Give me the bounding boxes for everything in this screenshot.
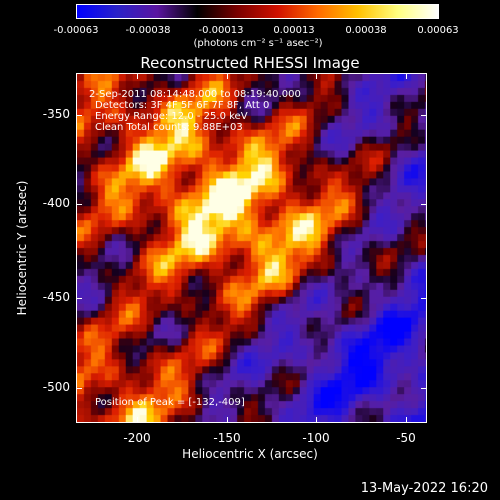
x-tick-mark xyxy=(227,417,228,423)
y-tick-mark xyxy=(421,115,427,116)
footer-date: 13-May-2022 16:20 xyxy=(360,481,488,496)
y-tick-mark xyxy=(76,204,82,205)
x-tick-mark xyxy=(406,417,407,423)
y-tick-mark xyxy=(76,115,82,116)
colorbar-tick: 0.00063 xyxy=(417,25,459,36)
image-plot-area: 2-Sep-2011 08:14:48.000 to 08:19:40.000 … xyxy=(76,73,427,423)
colorbar-tick: -0.00013 xyxy=(198,25,244,36)
x-tick-label: -200 xyxy=(123,431,151,445)
colorbar-tick: 0.00013 xyxy=(273,25,315,36)
energy-range-text: Energy Range: 12.0 - 25.0 keV xyxy=(95,111,248,122)
colorbar-gradient xyxy=(76,4,439,19)
y-tick-label: -500 xyxy=(42,380,70,394)
y-tick-label: -400 xyxy=(42,196,70,210)
rhessi-image xyxy=(77,74,426,422)
y-tick-mark xyxy=(76,298,82,299)
y-tick-mark xyxy=(421,298,427,299)
y-tick-mark xyxy=(421,204,427,205)
colorbar-unit-label: (photons cm⁻² s⁻¹ asec⁻²) xyxy=(193,38,323,49)
x-tick-mark xyxy=(137,417,138,423)
y-tick-mark xyxy=(421,388,427,389)
plot-title: Reconstructed RHESSI Image xyxy=(140,54,360,72)
x-tick-label: -50 xyxy=(396,431,416,445)
x-axis-label: Heliocentric X (arcsec) xyxy=(182,447,318,461)
y-tick-mark xyxy=(76,388,82,389)
colorbar-tick: -0.00038 xyxy=(125,25,171,36)
y-tick-label: -450 xyxy=(42,290,70,304)
x-tick-label: -100 xyxy=(302,431,330,445)
x-tick-mark xyxy=(406,73,407,79)
y-axis-label: Heliocentric Y (arcsec) xyxy=(15,180,29,316)
x-tick-mark xyxy=(316,73,317,79)
x-tick-mark xyxy=(137,73,138,79)
time-range-text: 2-Sep-2011 08:14:48.000 to 08:19:40.000 xyxy=(89,89,301,100)
x-tick-label: -150 xyxy=(213,431,241,445)
y-tick-label: -350 xyxy=(42,107,70,121)
algorithm-counts-text: Clean Total counts: 9.88E+03 xyxy=(95,122,243,133)
x-tick-mark xyxy=(316,417,317,423)
detectors-text: Detectors: 3F 4F 5F 6F 7F 8F, Att 0 xyxy=(95,100,270,111)
colorbar-tick: -0.00063 xyxy=(53,25,99,36)
x-tick-mark xyxy=(227,73,228,79)
peak-position-text: Position of Peak = [-132,-409] xyxy=(95,397,245,408)
colorbar-tick: 0.00038 xyxy=(345,25,387,36)
